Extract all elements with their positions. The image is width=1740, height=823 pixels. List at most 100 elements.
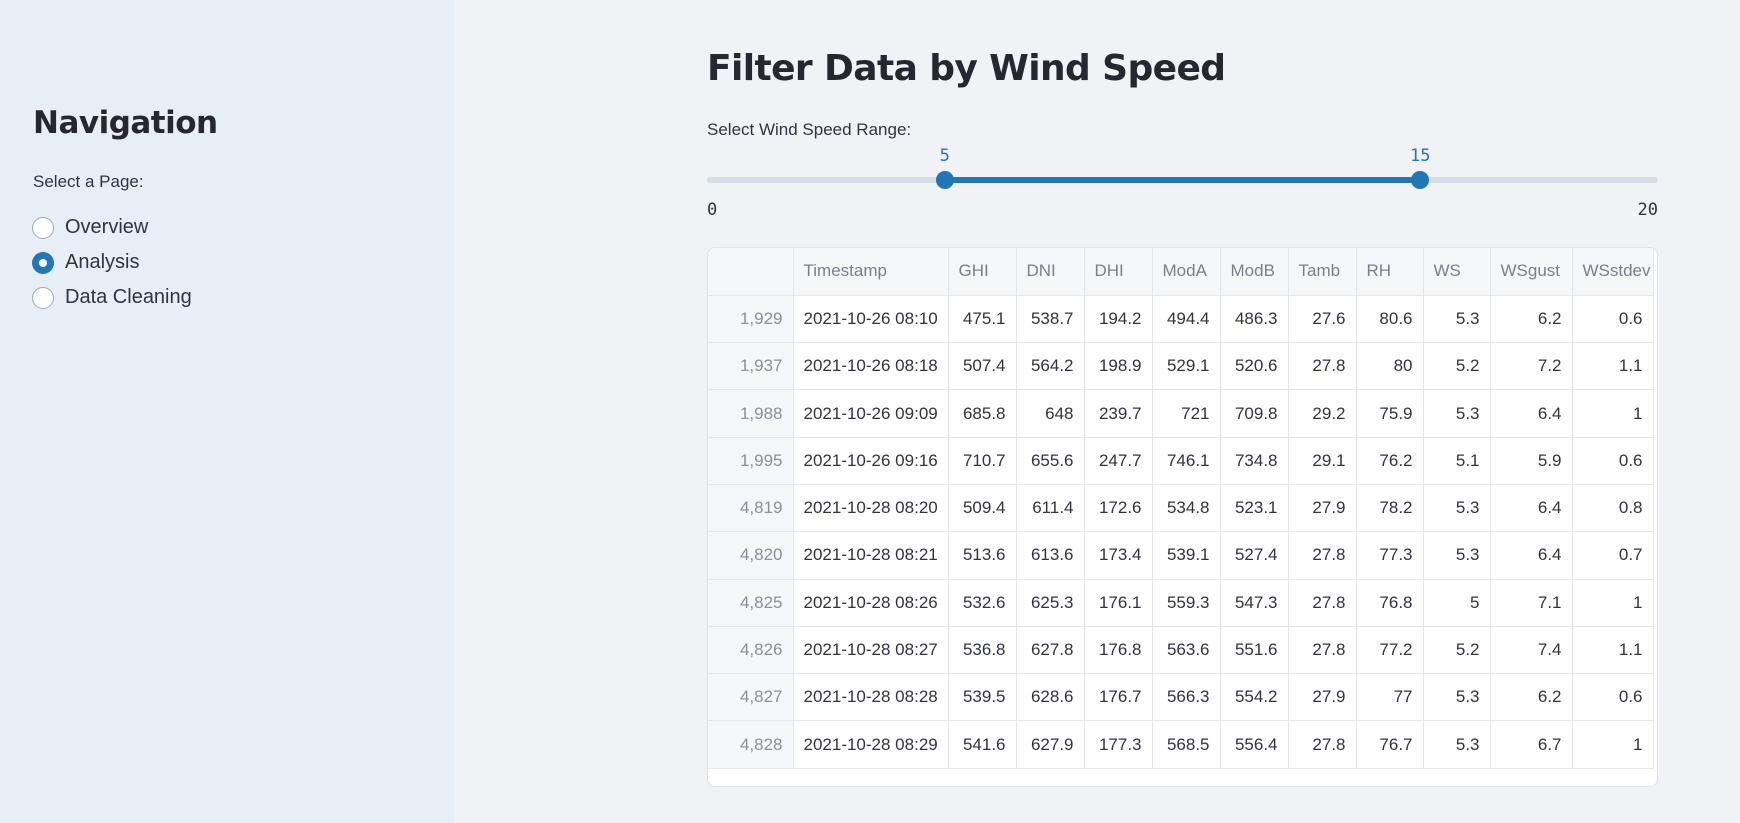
table-cell[interactable]: 5.3	[1423, 673, 1491, 722]
table-cell[interactable]: 0.8	[1572, 484, 1654, 533]
table-cell[interactable]: 77.2	[1356, 626, 1424, 675]
table-cell[interactable]: 6.7	[1490, 720, 1573, 769]
table-cell[interactable]: 2021-10-28 08:28	[793, 673, 949, 722]
table-cell[interactable]: 2021-10-28 08:29	[793, 720, 949, 769]
table-cell[interactable]: 173.4	[1084, 531, 1153, 580]
table-cell[interactable]: 494.4	[1152, 295, 1221, 344]
table-cell[interactable]: 746.1	[1152, 437, 1221, 485]
table-cell[interactable]: 5.9	[1490, 437, 1573, 485]
column-header-index[interactable]	[708, 248, 794, 296]
table-cell[interactable]: 6.2	[1490, 673, 1573, 722]
table-row[interactable]: 4,820 2021-10-28 08:21 513.6 613.6 173.4 539.…	[708, 531, 1654, 580]
table-cell[interactable]: 0.6	[1572, 437, 1654, 485]
column-header-ghi[interactable]: GHI	[948, 248, 1017, 296]
table-cell[interactable]: 5.2	[1423, 626, 1491, 675]
table-cell[interactable]: 529.1	[1152, 342, 1221, 391]
column-header-dhi[interactable]: DHI	[1084, 248, 1153, 296]
table-cell[interactable]: 5.1	[1423, 437, 1491, 485]
table-cell[interactable]: 2021-10-28 08:27	[793, 626, 949, 675]
column-header-wsgust[interactable]: WSgust	[1490, 248, 1573, 296]
data-table[interactable]: Timestamp GHI DNI DHI ModA ModB Tamb RH WS WSgust…	[707, 247, 1658, 787]
slider-low-thumb[interactable]	[935, 171, 954, 189]
table-cell[interactable]: 239.7	[1084, 389, 1153, 438]
table-cell[interactable]: 29.1	[1288, 437, 1357, 485]
table-row[interactable]: 1,988 2021-10-26 09:09 685.8 648 239.7 721 709…	[708, 389, 1654, 438]
table-cell[interactable]: 520.6	[1220, 342, 1289, 391]
table-row[interactable]: 4,825 2021-10-28 08:26 532.6 625.3 176.1 559.…	[708, 579, 1654, 627]
table-cell[interactable]: 1	[1572, 579, 1654, 627]
table-cell[interactable]: 627.8	[1016, 626, 1085, 675]
column-header-timestamp[interactable]: Timestamp	[793, 248, 949, 296]
table-cell[interactable]: 77.3	[1356, 531, 1424, 580]
table-cell[interactable]: 5.3	[1423, 295, 1491, 344]
table-cell[interactable]: 1	[1572, 720, 1654, 769]
table-cell[interactable]: 556.4	[1220, 720, 1289, 769]
table-row[interactable]: 1,929 2021-10-26 08:10 475.1 538.7 194.2 494.…	[708, 295, 1654, 344]
table-cell[interactable]: 2021-10-26 09:16	[793, 437, 949, 485]
table-cell[interactable]: 78.2	[1356, 484, 1424, 533]
row-index-cell[interactable]: 4,828	[708, 720, 794, 769]
table-cell[interactable]: 5	[1423, 579, 1491, 627]
table-cell[interactable]: 76.2	[1356, 437, 1424, 485]
wind-speed-range-slider[interactable]: 5 15 0 20	[707, 146, 1658, 220]
table-cell[interactable]: 2021-10-26 09:09	[793, 389, 949, 438]
row-index-cell[interactable]: 1,988	[708, 389, 794, 438]
table-cell[interactable]: 564.2	[1016, 342, 1085, 391]
row-index-cell[interactable]: 4,826	[708, 626, 794, 675]
table-cell[interactable]: 76.7	[1356, 720, 1424, 769]
table-cell[interactable]: 7.1	[1490, 579, 1573, 627]
table-cell[interactable]: 486.3	[1220, 295, 1289, 344]
row-index-cell[interactable]: 4,820	[708, 531, 794, 580]
table-cell[interactable]: 509.4	[948, 484, 1017, 533]
column-header-ws[interactable]: WS	[1423, 248, 1491, 296]
table-cell[interactable]: 27.9	[1288, 673, 1357, 722]
table-cell[interactable]: 2021-10-28 08:20	[793, 484, 949, 533]
column-header-moda[interactable]: ModA	[1152, 248, 1221, 296]
table-cell[interactable]: 80	[1356, 342, 1424, 391]
radio-option-data-cleaning[interactable]: Data Cleaning	[32, 280, 192, 315]
table-cell[interactable]: 710.7	[948, 437, 1017, 485]
table-cell[interactable]: 5.3	[1423, 531, 1491, 580]
table-cell[interactable]: 27.8	[1288, 342, 1357, 391]
table-cell[interactable]: 475.1	[948, 295, 1017, 344]
table-cell[interactable]: 611.4	[1016, 484, 1085, 533]
column-header-modb[interactable]: ModB	[1220, 248, 1289, 296]
table-cell[interactable]: 27.8	[1288, 720, 1357, 769]
table-cell[interactable]: 539.1	[1152, 531, 1221, 580]
table-cell[interactable]: 734.8	[1220, 437, 1289, 485]
table-row[interactable]: 4,819 2021-10-28 08:20 509.4 611.4 172.6 534.…	[708, 484, 1654, 533]
table-cell[interactable]: 5.3	[1423, 720, 1491, 769]
row-index-cell[interactable]: 4,819	[708, 484, 794, 533]
table-cell[interactable]: 7.2	[1490, 342, 1573, 391]
table-cell[interactable]: 1	[1572, 389, 1654, 438]
table-cell[interactable]: 536.8	[948, 626, 1017, 675]
table-row[interactable]: 1,995 2021-10-26 09:16 710.7 655.6 247.7 746.…	[708, 437, 1654, 485]
row-index-cell[interactable]: 4,827	[708, 673, 794, 722]
table-row[interactable]: 4,826 2021-10-28 08:27 536.8 627.8 176.8 563.…	[708, 626, 1654, 675]
table-cell[interactable]: 547.3	[1220, 579, 1289, 627]
table-cell[interactable]: 648	[1016, 389, 1085, 438]
table-cell[interactable]: 2021-10-28 08:26	[793, 579, 949, 627]
table-cell[interactable]: 554.2	[1220, 673, 1289, 722]
table-cell[interactable]: 194.2	[1084, 295, 1153, 344]
table-cell[interactable]: 29.2	[1288, 389, 1357, 438]
table-cell[interactable]: 6.4	[1490, 389, 1573, 438]
table-cell[interactable]: 2021-10-26 08:10	[793, 295, 949, 344]
table-row[interactable]: 1,937 2021-10-26 08:18 507.4 564.2 198.9 529.…	[708, 342, 1654, 391]
table-cell[interactable]: 6.4	[1490, 531, 1573, 580]
table-cell[interactable]: 27.9	[1288, 484, 1357, 533]
table-cell[interactable]: 7.4	[1490, 626, 1573, 675]
table-cell[interactable]: 172.6	[1084, 484, 1153, 533]
table-cell[interactable]: 527.4	[1220, 531, 1289, 580]
table-cell[interactable]: 625.3	[1016, 579, 1085, 627]
table-cell[interactable]: 177.3	[1084, 720, 1153, 769]
table-cell[interactable]: 27.8	[1288, 626, 1357, 675]
table-cell[interactable]: 541.6	[948, 720, 1017, 769]
row-index-cell[interactable]: 4,825	[708, 579, 794, 627]
table-cell[interactable]: 0.6	[1572, 673, 1654, 722]
table-cell[interactable]: 27.8	[1288, 531, 1357, 580]
table-cell[interactable]: 551.6	[1220, 626, 1289, 675]
table-cell[interactable]: 6.4	[1490, 484, 1573, 533]
table-cell[interactable]: 685.8	[948, 389, 1017, 438]
table-cell[interactable]: 6.2	[1490, 295, 1573, 344]
